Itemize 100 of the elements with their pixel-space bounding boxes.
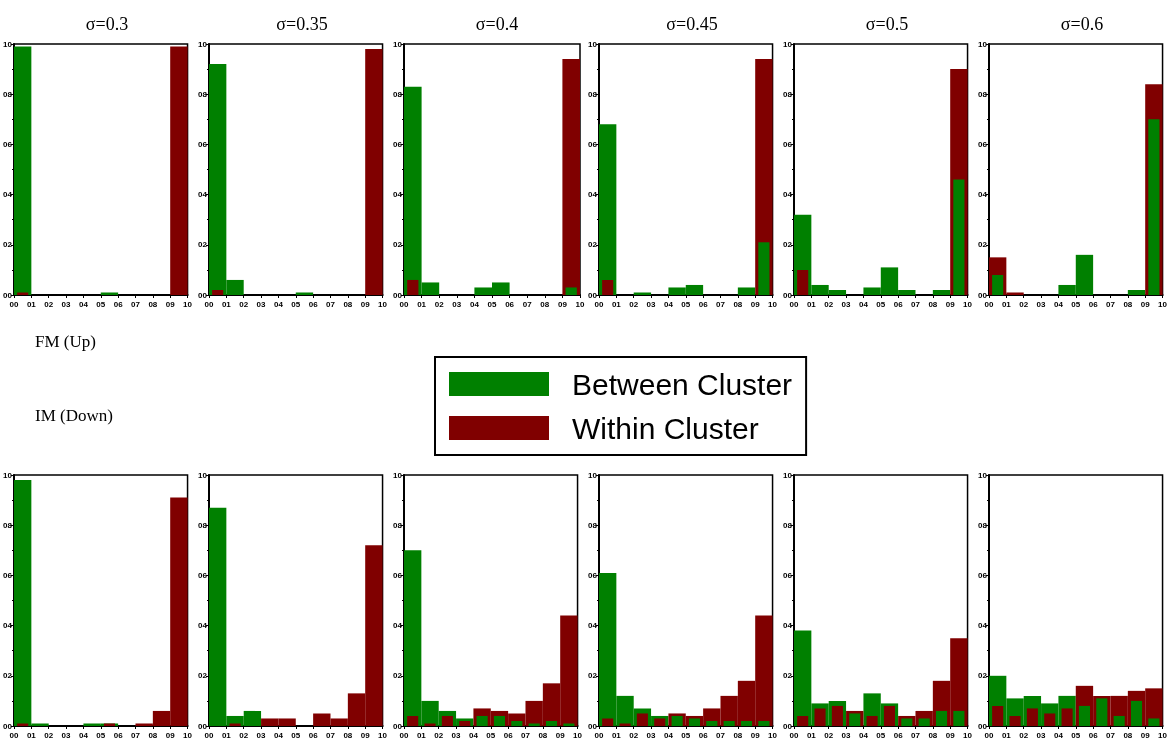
x-tick-label: 09 [557,299,568,309]
x-tick-label: 07 [131,730,141,740]
x-tick-label: 10 [378,730,388,740]
y-tick-label: 02 [588,240,598,250]
y-tick-label: 02 [588,671,598,681]
y-tick-label: 04 [588,190,598,200]
x-tick-label: 09 [945,730,956,740]
y-tick-label: 04 [978,621,988,631]
y-tick-label: 00 [393,721,403,731]
x-tick-label: 02 [239,299,249,309]
x-tick-label: 07 [1106,299,1116,309]
x-tick-label: 01 [26,730,37,740]
y-tick-label: 02 [198,240,208,250]
x-tick-label: 07 [716,299,726,309]
x-tick-label: 07 [522,299,533,309]
x-tick-label: 10 [768,299,778,309]
x-tick-label: 09 [360,730,371,740]
x-tick-label: 06 [1088,730,1099,740]
y-tick-label: 06 [198,139,208,149]
x-tick-label: 08 [1123,299,1133,309]
x-tick-label: 08 [1123,730,1133,740]
x-tick-label: 01 [417,299,427,309]
x-tick-label: 06 [113,299,124,309]
y-tick-label: 04 [393,621,403,631]
x-tick-label: 09 [165,299,176,309]
x-tick-label: 04 [469,299,480,309]
x-tick-label: 05 [96,299,106,309]
y-tick-label: 00 [3,290,13,300]
y-tick-label: 08 [978,520,988,530]
y-tick-label: 00 [978,290,988,300]
x-tick-label: 02 [239,730,249,740]
x-tick-label: 03 [841,299,852,309]
y-tick-label: 06 [198,570,208,580]
x-tick-label: 04 [663,299,674,309]
legend-label: Within Cluster [572,411,759,445]
x-tick-label: 09 [1140,730,1151,740]
x-tick-label: 06 [503,730,514,740]
y-tick-label: 04 [588,621,598,631]
x-tick-label: 04 [78,299,89,309]
y-tick-label: 02 [198,671,208,681]
x-tick-label: 07 [911,299,921,309]
x-tick-label: 05 [681,730,691,740]
x-tick-label: 03 [646,730,657,740]
x-tick-label: 07 [131,299,141,309]
x-tick-label: 10 [183,730,193,740]
x-tick-label: 06 [308,730,319,740]
x-tick-label: 02 [1019,299,1029,309]
x-tick-label: 06 [698,299,709,309]
x-tick-label: 05 [96,730,106,740]
x-tick-label: 05 [291,730,301,740]
x-tick-label: 04 [273,299,284,309]
y-tick-label: 00 [783,721,793,731]
x-tick-label: 03 [61,730,72,740]
chart-title: σ=0.3 [85,14,129,34]
x-tick-label: 02 [434,299,445,309]
x-tick-label: 05 [1071,299,1081,309]
x-tick-label: 05 [876,730,886,740]
x-tick-label: 02 [629,730,639,740]
y-tick-label: 08 [198,520,208,530]
x-tick-label: 01 [1001,730,1012,740]
x-tick-label: 06 [698,730,709,740]
y-tick-label: 06 [393,570,403,580]
x-tick-label: 04 [858,299,869,309]
y-tick-label: 08 [3,520,13,530]
x-tick-label: 05 [486,730,496,740]
y-tick-label: 00 [588,721,598,731]
x-tick-label: 03 [451,730,462,740]
y-tick-label: 02 [3,240,13,250]
y-tick-label: 06 [3,139,13,149]
x-tick-label: 09 [945,299,956,309]
x-tick-label: 03 [1036,299,1047,309]
x-tick-label: 01 [1001,299,1012,309]
x-tick-label: 07 [1106,730,1116,740]
x-tick-label: 08 [538,730,548,740]
x-tick-label: 08 [148,730,158,740]
chart-title: σ=0.6 [1060,14,1104,34]
y-tick-label: 08 [783,520,793,530]
y-tick-label: 00 [978,721,988,731]
x-tick-label: 07 [716,730,726,740]
y-tick-label: 04 [3,190,13,200]
y-tick-label: 08 [588,520,598,530]
y-tick-label: 08 [978,89,988,99]
y-tick-label: 00 [783,290,793,300]
x-tick-label: 03 [256,730,267,740]
chart-title: σ=0.35 [276,14,328,34]
y-tick-label: 04 [783,190,793,200]
y-tick-label: 00 [198,721,208,731]
x-tick-label: 02 [44,299,54,309]
y-tick-label: 02 [978,671,988,681]
x-tick-label: 07 [326,299,336,309]
x-tick-label: 04 [1053,730,1064,740]
x-tick-label: 01 [416,730,427,740]
x-tick-label: 05 [876,299,886,309]
x-tick-label: 05 [681,299,691,309]
y-tick-label: 06 [783,570,793,580]
x-tick-label: 06 [505,299,515,309]
y-tick-label: 04 [783,621,793,631]
x-tick-label: 10 [768,730,778,740]
x-tick-label: 08 [343,299,353,309]
y-tick-label: 08 [393,89,403,99]
